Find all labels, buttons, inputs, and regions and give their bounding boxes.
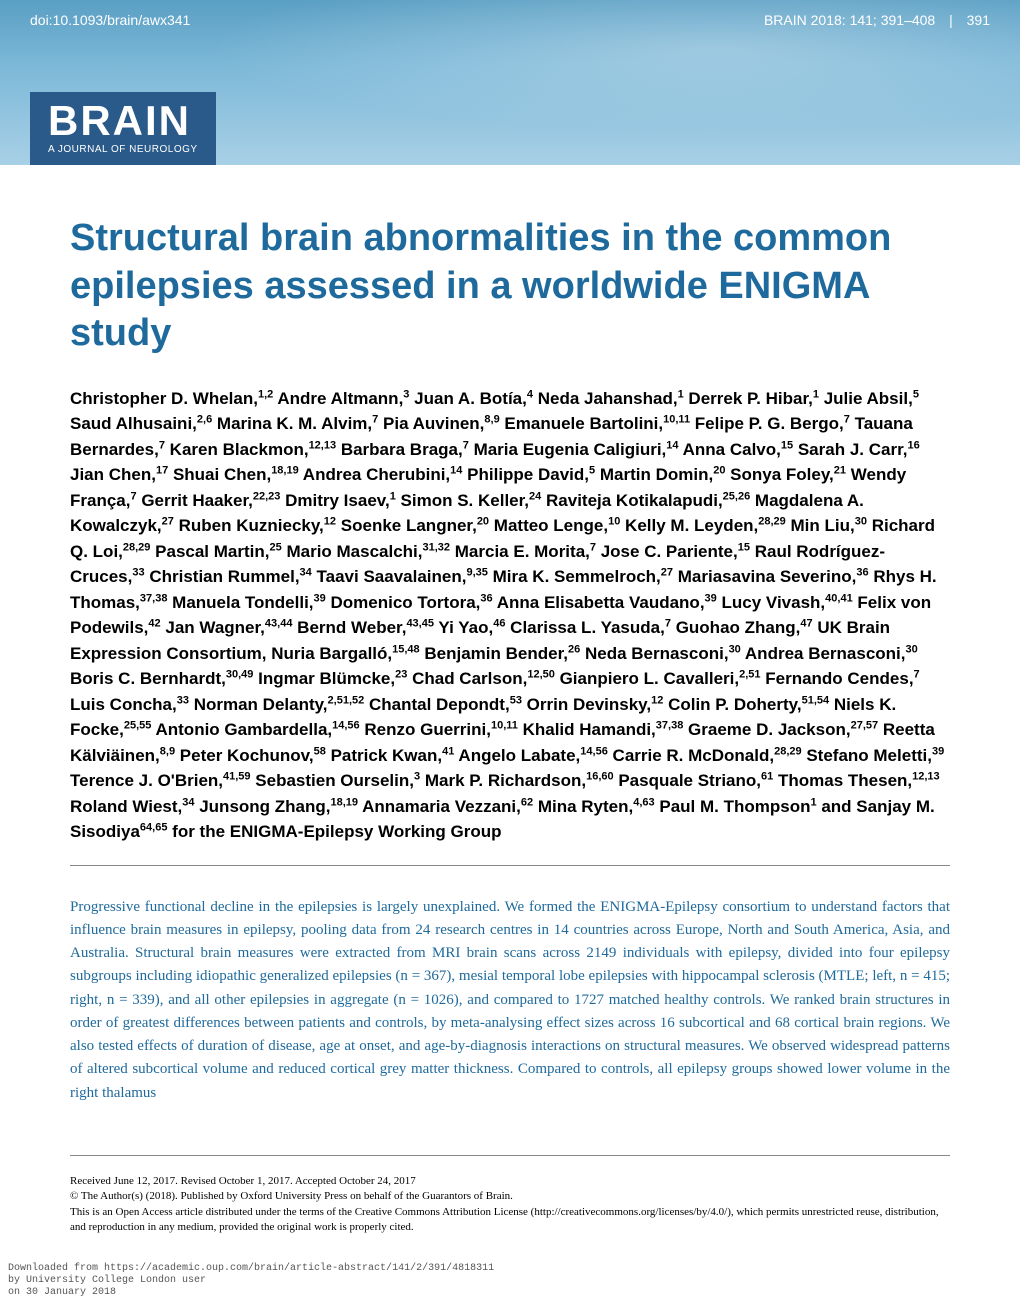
- page-number: 391: [967, 12, 990, 28]
- page-separator: |: [945, 12, 957, 28]
- journal-ref: BRAIN 2018: 141; 391–408: [764, 12, 935, 28]
- download-watermark: Downloaded from https://academic.oup.com…: [0, 1255, 1020, 1307]
- download-line2: by University College London user: [8, 1275, 1020, 1287]
- article-content: Structural brain abnormalities in the co…: [0, 165, 1020, 1125]
- logo-subtitle: A JOURNAL OF NEUROLOGY: [48, 144, 198, 155]
- article-footer: Received June 12, 2017. Revised October …: [0, 1155, 1020, 1256]
- logo-title: BRAIN: [48, 100, 198, 142]
- article-title: Structural brain abnormalities in the co…: [70, 215, 950, 358]
- journal-header: doi:10.1093/brain/awx341 BRAIN 2018: 141…: [0, 0, 1020, 165]
- doi-text: doi:10.1093/brain/awx341: [30, 12, 190, 28]
- download-line1: Downloaded from https://academic.oup.com…: [8, 1263, 1020, 1275]
- journal-logo: BRAIN A JOURNAL OF NEUROLOGY: [30, 92, 216, 165]
- license-text: This is an Open Access article distribut…: [70, 1205, 950, 1236]
- abstract-text: Progressive functional decline in the ep…: [70, 896, 950, 1105]
- journal-citation: BRAIN 2018: 141; 391–408 | 391: [764, 12, 990, 28]
- received-dates: Received June 12, 2017. Revised October …: [70, 1174, 950, 1189]
- download-line3: on 30 January 2018: [8, 1287, 1020, 1299]
- divider-footer: [70, 1155, 950, 1156]
- copyright-text: © The Author(s) (2018). Published by Oxf…: [70, 1189, 950, 1204]
- divider-top: [70, 865, 950, 866]
- header-top-row: doi:10.1093/brain/awx341 BRAIN 2018: 141…: [30, 12, 990, 28]
- authors-list: Christopher D. Whelan,1,2 Andre Altmann,…: [70, 386, 950, 845]
